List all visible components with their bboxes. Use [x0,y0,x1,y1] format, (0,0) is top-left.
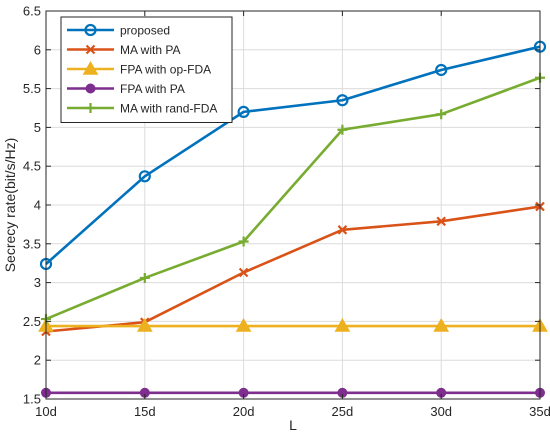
data-point-marker [436,109,447,120]
y-tick-label: 4 [34,198,41,213]
x-axis-label: L [289,417,297,433]
data-point-marker [436,216,446,227]
y-tick-label: 1.5 [23,392,41,407]
data-point-marker [136,318,153,332]
x-tick-label: 35d [529,404,550,419]
legend-entry: MA with rand-FDA [67,102,217,116]
series-3 [41,387,545,398]
series-1 [41,201,545,337]
y-tick-label: 3 [34,275,41,290]
data-point-marker [235,318,252,332]
legend-entry: proposed [67,24,170,38]
data-point-marker [433,318,450,332]
y-tick-label: 6.5 [23,4,41,19]
y-tick-label: 6 [34,42,41,57]
legend-marker [85,103,96,113]
legend: proposed MA with PA FPA with op-FDA FPA wit… [60,16,233,123]
legend-label: MA with PA [120,43,180,57]
data-point-marker [139,272,150,283]
x-tick-label: 20d [233,404,255,419]
legend-marker [82,60,99,75]
legend-marker [85,83,96,94]
data-point-marker [238,236,249,247]
series-line [45,45,541,265]
data-point-marker [336,94,349,107]
legend-marker [84,23,97,37]
data-point-marker [138,170,151,183]
legend-label: FPA with PA [120,82,185,96]
y-tick-label: 5.5 [23,81,41,96]
y-tick-label: 4.5 [23,159,41,174]
data-point-marker [334,318,351,332]
y-tick-label: 3.5 [23,236,41,251]
legend-marker [85,44,96,55]
legend-label: proposed [120,24,170,38]
series-2 [38,318,548,332]
legend-entry: FPA with PA [67,82,185,96]
legend-entry: FPA with op-FDA [67,60,211,77]
series-line [45,205,541,333]
data-point-marker [337,225,348,235]
series-0 [39,40,547,271]
ticks: 1.5 2 2.5 3 3.5 4 4.5 5 5.5 6 6.5 10d 15d 20d 25d 30d 35… [23,4,550,420]
data-point-marker [237,105,250,118]
data-point-marker [238,267,249,278]
x-tick-label: 10d [35,404,57,419]
data-point-marker [435,63,448,77]
legend-entry: MA with PA [67,43,180,57]
y-tick-label: 5 [34,120,41,135]
x-tick-label: 30d [430,404,452,419]
series-line [45,76,541,321]
x-tick-label: 25d [332,404,354,419]
legend-label: FPA with op-FDA [120,63,211,77]
legend-label: MA with rand-FDA [120,102,217,116]
y-tick-label: 2.5 [23,314,41,329]
y-tick-label: 2 [34,353,41,368]
series-layer [38,40,548,398]
y-axis-label: Secrecy rate(bit/s/Hz) [2,138,18,273]
x-tick-label: 15d [134,404,156,419]
data-point-marker [337,124,348,135]
